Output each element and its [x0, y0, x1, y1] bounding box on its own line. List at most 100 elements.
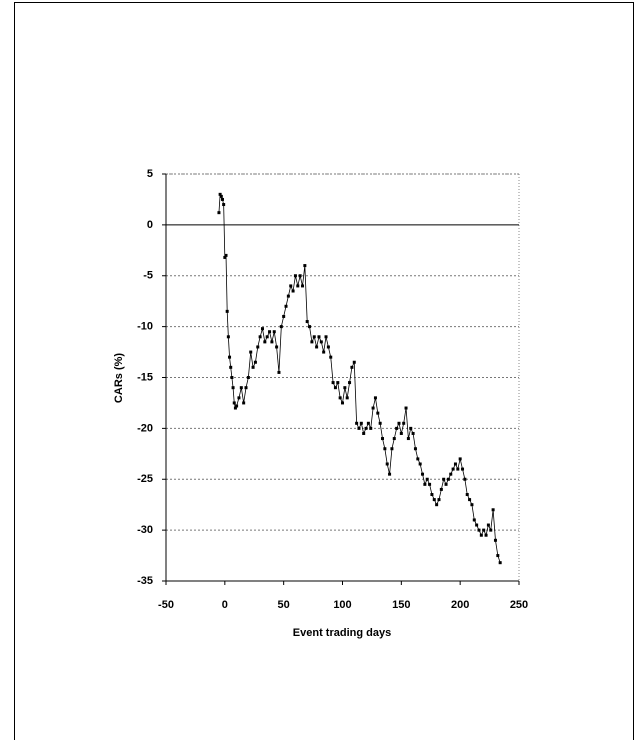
data-point — [275, 345, 279, 349]
data-point — [244, 386, 248, 390]
data-point — [286, 294, 290, 298]
data-point — [263, 340, 267, 344]
data-point — [432, 498, 436, 502]
data-point — [322, 350, 326, 354]
data-point — [428, 482, 432, 486]
data-point — [348, 381, 352, 385]
y-tick-label: -10 — [137, 321, 153, 333]
data-point — [268, 330, 272, 334]
data-point — [453, 462, 457, 466]
data-point — [253, 360, 257, 364]
data-point — [324, 335, 328, 339]
x-axis-label: Event trading days — [293, 627, 391, 639]
data-point — [397, 421, 401, 425]
data-point — [305, 320, 309, 324]
data-point — [423, 482, 427, 486]
data-point — [357, 426, 361, 430]
x-tick-label: -50 — [158, 599, 174, 611]
data-point — [319, 340, 323, 344]
data-point — [416, 457, 420, 461]
data-point — [369, 426, 373, 430]
data-point — [343, 386, 347, 390]
data-point — [270, 340, 274, 344]
data-point — [385, 462, 389, 466]
data-point — [475, 523, 479, 527]
data-point — [373, 396, 377, 400]
data-point — [272, 330, 276, 334]
data-point — [484, 533, 488, 537]
data-point — [355, 421, 359, 425]
data-point — [233, 406, 237, 410]
data-point — [486, 523, 490, 527]
data-point — [218, 192, 222, 196]
data-point — [477, 528, 481, 532]
data-point — [231, 386, 235, 390]
data-point — [381, 437, 385, 441]
data-point — [352, 360, 356, 364]
data-point — [442, 477, 446, 481]
data-point — [220, 197, 224, 201]
data-point — [224, 253, 228, 257]
data-point — [228, 355, 232, 359]
data-point — [217, 211, 221, 215]
data-point — [289, 284, 293, 288]
y-tick-label: 5 — [147, 168, 153, 180]
data-point — [300, 284, 304, 288]
data-point — [341, 401, 344, 405]
x-tick-label: 100 — [333, 599, 351, 611]
y-axis-label: CARs (%) — [113, 353, 125, 403]
data-point — [345, 396, 349, 400]
data-point — [242, 401, 246, 405]
data-point — [256, 345, 260, 349]
data-point — [338, 396, 342, 400]
data-point — [230, 376, 234, 379]
data-point — [468, 498, 472, 502]
data-point — [258, 335, 262, 339]
data-point — [446, 477, 450, 481]
data-point — [298, 274, 302, 278]
data-point — [388, 472, 392, 476]
y-tick-label: -5 — [143, 270, 153, 282]
data-point — [411, 431, 415, 435]
data-point — [430, 493, 434, 497]
data-point — [326, 345, 330, 349]
data-point — [451, 467, 455, 471]
data-point — [465, 493, 469, 497]
x-tick-label: 250 — [510, 599, 528, 611]
x-tick-label: 0 — [222, 599, 228, 611]
data-point — [265, 335, 269, 339]
data-point — [404, 406, 408, 410]
series-line — [218, 193, 501, 563]
data-point — [439, 487, 443, 491]
data-point — [413, 447, 417, 451]
data-point — [239, 386, 243, 390]
data-point — [496, 554, 500, 558]
data-point — [371, 406, 375, 410]
x-tick-label: 150 — [392, 599, 410, 611]
data-point — [246, 376, 250, 379]
data-point — [249, 350, 253, 354]
data-point — [296, 284, 300, 288]
data-point — [482, 528, 486, 532]
x-tick-label: 200 — [451, 599, 469, 611]
data-point — [376, 411, 380, 415]
data-point — [333, 386, 337, 390]
data-point — [406, 437, 410, 441]
data-point — [392, 437, 396, 441]
data-point — [456, 467, 460, 471]
data-point — [489, 528, 493, 532]
data-point — [418, 462, 422, 466]
data-point — [458, 457, 462, 461]
data-point — [229, 365, 233, 369]
data-point — [359, 421, 363, 425]
data-point — [383, 447, 387, 451]
data-point — [402, 421, 406, 425]
data-point — [498, 561, 502, 565]
data-point — [312, 335, 316, 339]
data-point — [409, 426, 413, 430]
data-point — [237, 396, 241, 400]
y-tick-label: -15 — [137, 371, 153, 383]
data-point — [308, 325, 312, 329]
data-point — [226, 335, 230, 339]
